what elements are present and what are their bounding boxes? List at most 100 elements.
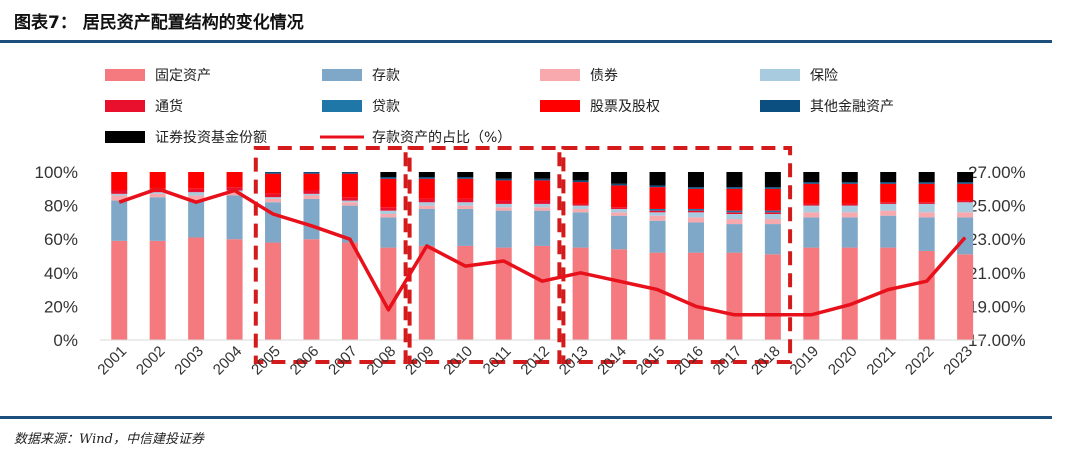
bar-segment	[649, 220, 666, 253]
bar-segment	[457, 177, 474, 179]
bar-segment	[764, 187, 781, 189]
x-tick-label: 2001	[94, 343, 130, 379]
bar-segment	[880, 172, 897, 183]
bar-segment	[418, 198, 435, 203]
bar-segment	[380, 214, 397, 218]
bar-stack-2010	[457, 172, 474, 340]
bar-segment	[764, 212, 781, 214]
y-left-tick-label: 40%	[44, 264, 78, 283]
bar-segment	[726, 214, 743, 220]
bar-segment	[880, 183, 897, 203]
legend-item: 保险	[760, 68, 838, 84]
bar-segment	[572, 247, 589, 340]
bar-segment	[687, 172, 704, 188]
bottom-divider	[0, 416, 1052, 419]
bar-segment	[649, 210, 666, 213]
bar-segment	[149, 192, 166, 194]
bar-segment	[649, 215, 666, 221]
bar-segment	[572, 203, 589, 206]
bar-segment	[611, 185, 628, 208]
bar-stack-2006	[303, 172, 320, 340]
bar-segment	[341, 205, 358, 243]
bar-segment	[918, 202, 935, 204]
bar-stack-2003	[188, 172, 205, 340]
bar-segment	[572, 172, 589, 181]
bar-segment	[918, 250, 935, 340]
bars	[100, 172, 985, 341]
legend-swatch	[760, 69, 800, 81]
bar-segment	[611, 215, 628, 250]
x-tick-label: 2007	[325, 343, 361, 379]
bar-segment	[380, 178, 397, 208]
bar-segment	[303, 193, 320, 196]
y-left-tick-label: 20%	[44, 297, 78, 316]
x-tick-label: 2002	[133, 343, 169, 379]
bar-segment	[418, 177, 435, 179]
legend-label: 通货	[155, 98, 183, 115]
bar-segment	[572, 182, 589, 204]
bar-segment	[918, 183, 935, 203]
bar-segment	[841, 172, 858, 183]
legend-label: 存款资产的占比（%）	[372, 130, 511, 146]
bar-segment	[726, 172, 743, 188]
bar-segment	[534, 210, 551, 246]
legend-swatch	[105, 69, 145, 81]
bar-segment	[341, 200, 358, 203]
highlight-box	[561, 146, 793, 364]
bar-stack-2007	[341, 172, 358, 340]
x-tick-label: 2011	[480, 343, 515, 378]
legend-item: 固定资产	[105, 68, 211, 84]
bar-segment	[726, 212, 743, 214]
highlight-boxes	[253, 146, 793, 364]
bar-segment	[841, 203, 858, 206]
legend-swatch	[105, 131, 145, 143]
legend-label: 其他金融资产	[810, 99, 894, 115]
x-tick-label: 2021	[863, 343, 899, 379]
bar-segment	[687, 222, 704, 253]
legend-item: 贷款	[322, 99, 400, 115]
y-left-tick-label: 0%	[53, 331, 78, 350]
bar-stack-2005	[265, 172, 282, 340]
bar-segment	[188, 195, 205, 201]
bar-segment	[226, 239, 243, 340]
bar-segment	[764, 254, 781, 340]
bar-segment	[841, 212, 858, 218]
bar-segment	[918, 217, 935, 251]
legend-swatch	[540, 100, 580, 112]
bar-segment	[111, 190, 128, 194]
bar-segment	[880, 210, 897, 216]
bar-segment	[111, 172, 128, 191]
bar-segment	[649, 252, 666, 340]
bar-segment	[726, 224, 743, 253]
bar-segment	[572, 205, 589, 209]
bar-stack-2004	[226, 172, 243, 340]
bar-segment	[611, 172, 628, 184]
bar-segment	[188, 200, 205, 238]
y-right-tick-label: 19.00%	[968, 297, 1026, 316]
bar-segment	[265, 197, 282, 199]
bar-segment	[764, 210, 781, 213]
bar-segment	[265, 173, 282, 194]
bar-segment	[380, 210, 397, 214]
legend-label: 股票及股权	[590, 99, 660, 115]
bar-segment	[687, 210, 704, 213]
bar-segment	[841, 182, 858, 184]
x-axis: 2001 2002 2003 2004 2005 2006 2007 2008 2009 2010…	[94, 343, 976, 379]
y-right-tick-label: 27.00%	[968, 163, 1026, 182]
bar-segment	[111, 193, 128, 196]
bar-stack-2011	[495, 172, 512, 340]
bar-segment	[918, 212, 935, 218]
bar-stack-2008	[380, 172, 397, 340]
bar-segment	[303, 172, 320, 174]
bar-segment	[841, 205, 858, 213]
bar-stack-2021	[880, 172, 897, 340]
y-right-tick-label: 21.00%	[968, 264, 1026, 283]
bar-segment	[534, 200, 551, 204]
x-tick-label: 2004	[210, 343, 246, 379]
legend-label: 存款	[372, 68, 400, 84]
bar-segment	[457, 198, 474, 203]
bar-segment	[649, 212, 666, 216]
y-right-tick-label: 25.00%	[968, 197, 1026, 216]
